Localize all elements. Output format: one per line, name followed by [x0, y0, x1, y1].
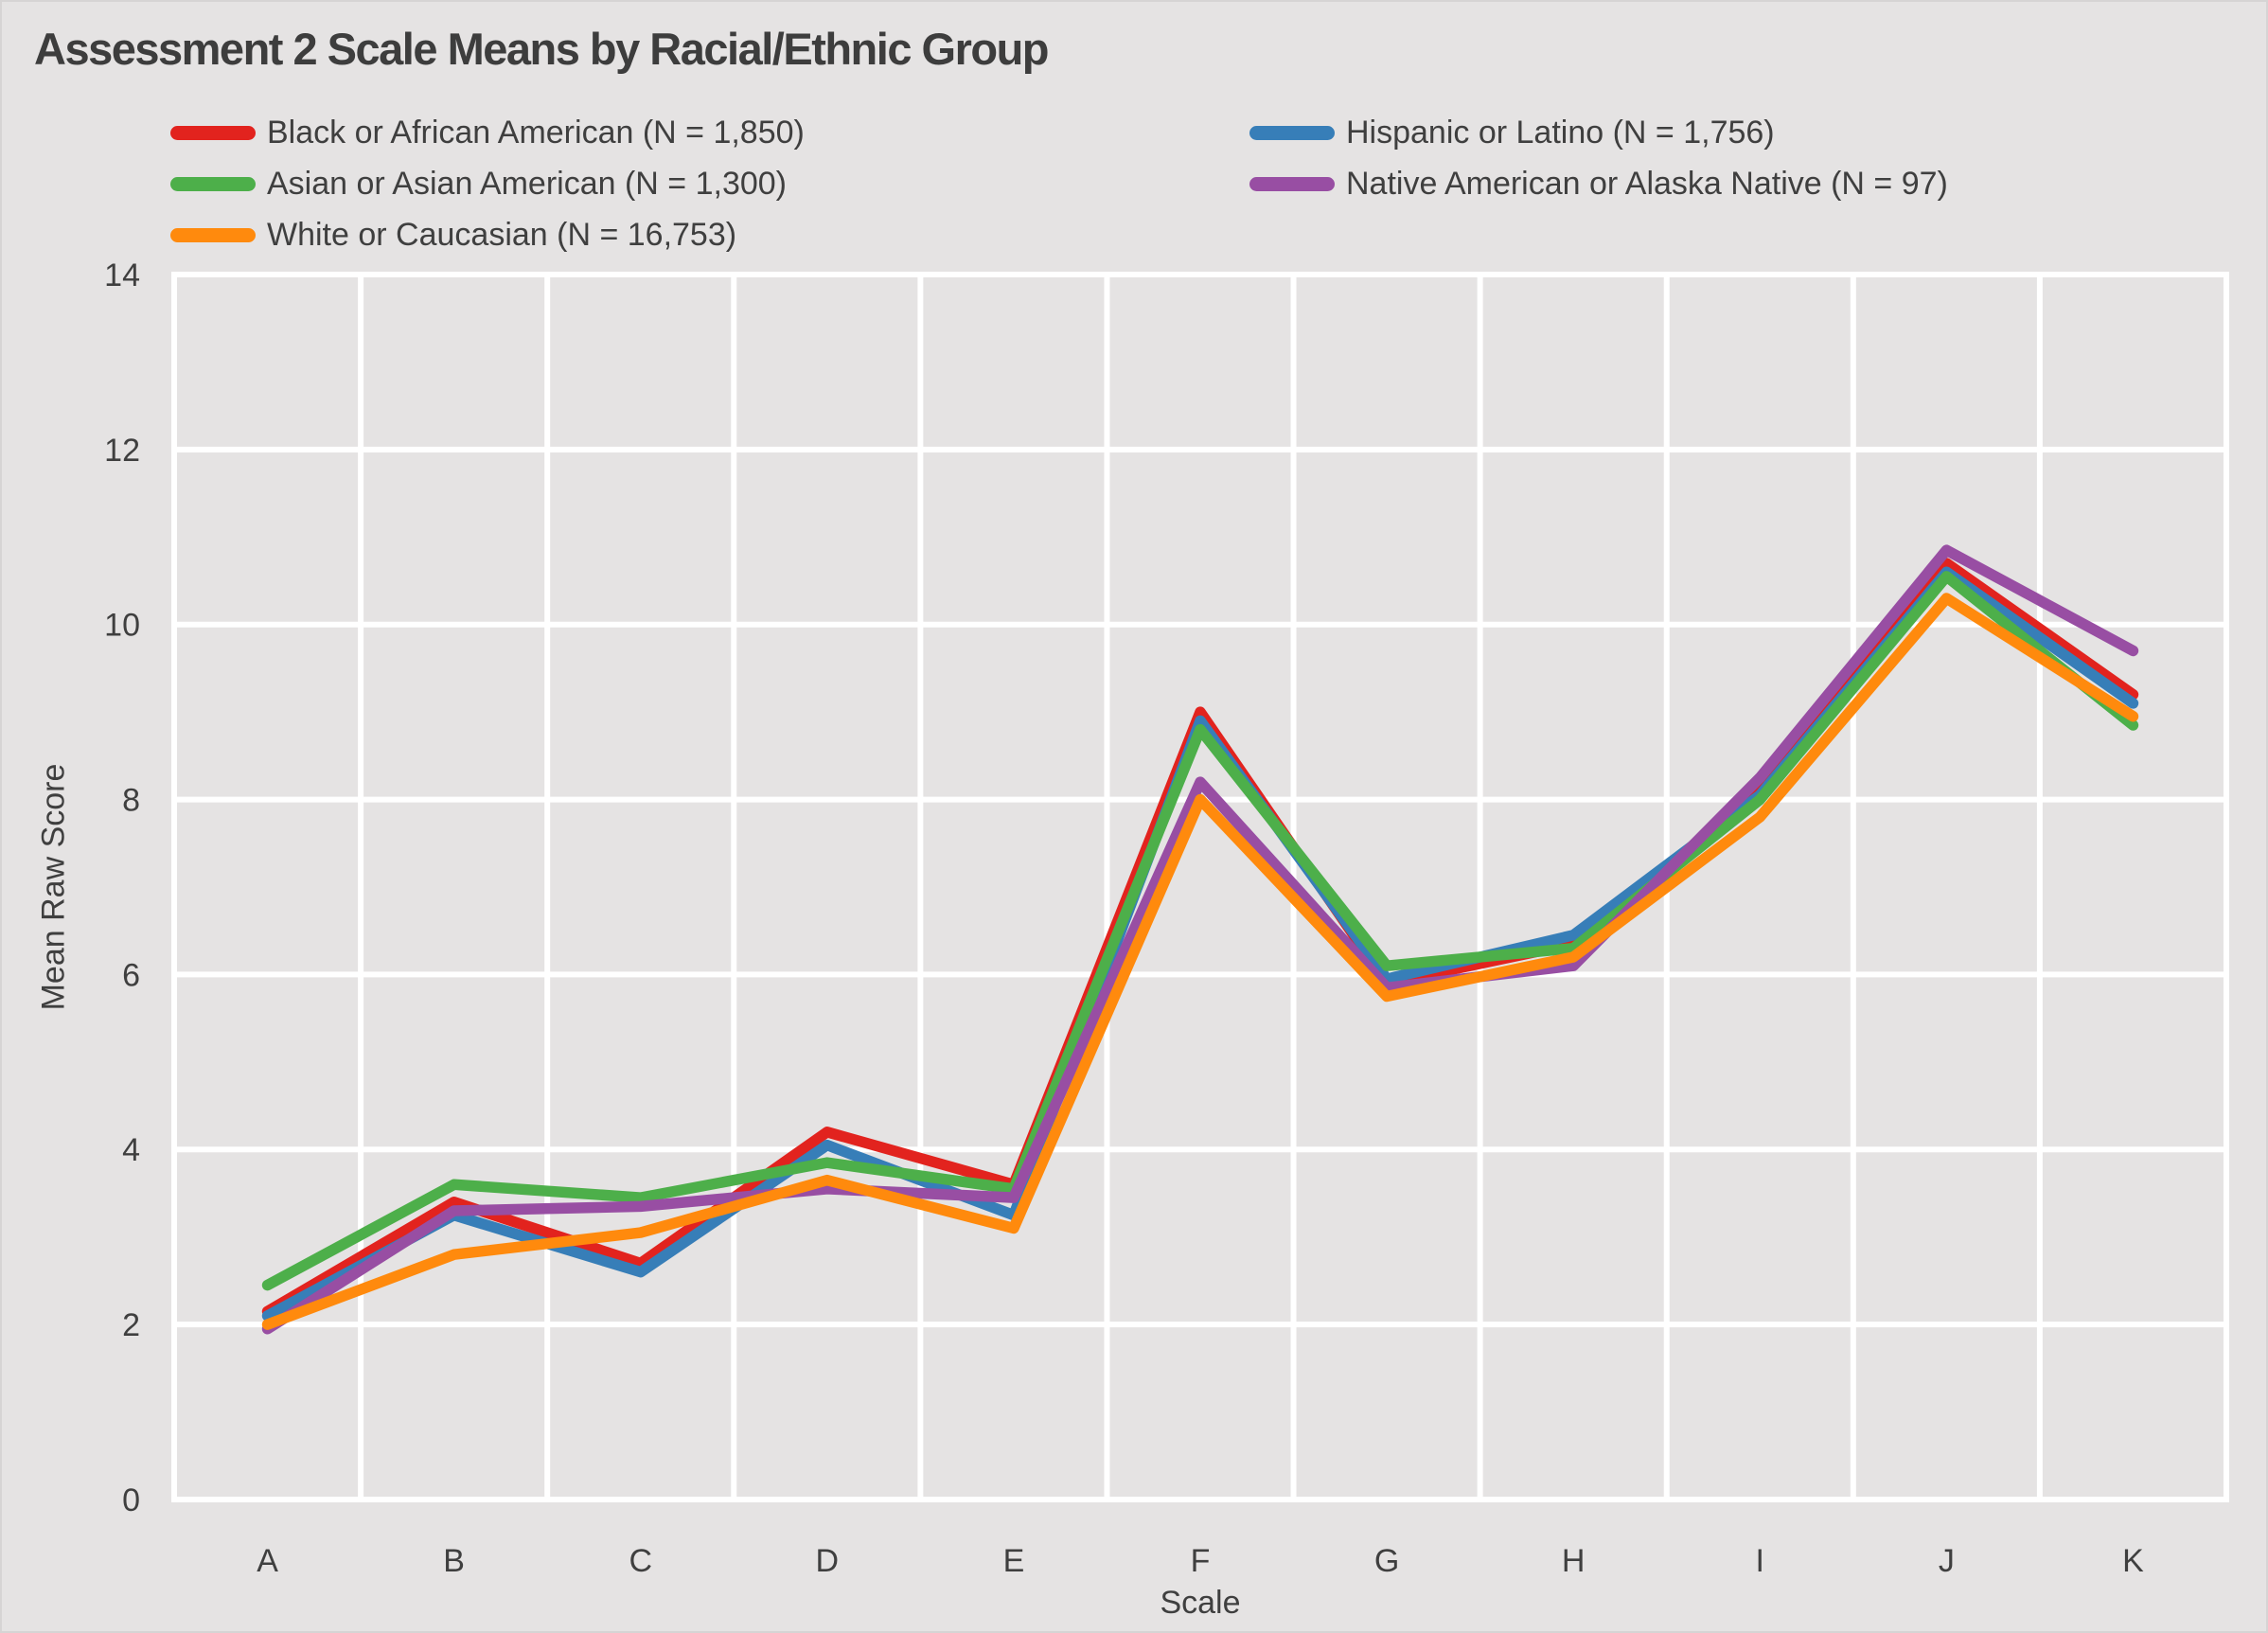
y-tick-label: 2	[122, 1307, 140, 1343]
y-axis-title: Mean Raw Score	[35, 763, 72, 1011]
legend-label: Asian or Asian American (N = 1,300)	[267, 165, 787, 202]
y-tick-label: 4	[122, 1132, 140, 1168]
y-tick-label: 6	[122, 957, 140, 993]
legend-marker	[170, 227, 256, 242]
legend-marker	[1249, 125, 1335, 140]
legend-item: Black or African American (N = 1,850)	[170, 110, 805, 155]
legend-marker	[170, 176, 256, 191]
x-tick-label: C	[629, 1543, 652, 1579]
series-line	[261, 571, 2139, 1291]
x-tick-label: I	[1756, 1543, 1764, 1579]
x-tick-label: H	[1562, 1543, 1586, 1579]
x-axis-title: Scale	[1160, 1585, 1241, 1621]
y-tick-label: 14	[104, 257, 140, 293]
x-tick-label: E	[1003, 1543, 1025, 1579]
x-tick-label: F	[1191, 1543, 1211, 1579]
y-tick-label: 0	[122, 1482, 140, 1518]
legend-column-2: Hispanic or Latino (N = 1,756) Native Ame…	[1249, 110, 1948, 206]
legend-label: Native American or Alaska Native (N = 97…	[1346, 165, 1948, 202]
x-tick-label: G	[1374, 1543, 1399, 1579]
series-line	[261, 593, 2139, 1330]
legend-label: Black or African American (N = 1,850)	[267, 114, 805, 151]
legend-marker	[1249, 176, 1335, 191]
y-tick-label: 8	[122, 782, 140, 818]
legend-column-1: Black or African American (N = 1,850) Asi…	[170, 110, 805, 257]
legend-label: Hispanic or Latino (N = 1,756)	[1346, 114, 1775, 151]
legend-label: White or Caucasian (N = 16,753)	[267, 216, 737, 253]
x-tick-label: K	[2122, 1543, 2144, 1579]
y-tick-label: 12	[104, 433, 140, 469]
x-tick-label: B	[443, 1543, 465, 1579]
legend-item: White or Caucasian (N = 16,753)	[170, 212, 805, 257]
legend-item: Asian or Asian American (N = 1,300)	[170, 161, 805, 206]
legend-marker	[170, 125, 256, 140]
x-tick-label: J	[1939, 1543, 1955, 1579]
chart-title: Assessment 2 Scale Means by Racial/Ethni…	[34, 24, 1050, 74]
y-tick-label: 10	[104, 608, 140, 644]
legend-item: Native American or Alaska Native (N = 97…	[1249, 161, 1948, 206]
series-line	[261, 544, 2139, 1335]
x-tick-label: D	[816, 1543, 840, 1579]
legend-item: Hispanic or Latino (N = 1,756)	[1249, 110, 1948, 155]
x-tick-label: A	[257, 1543, 278, 1579]
